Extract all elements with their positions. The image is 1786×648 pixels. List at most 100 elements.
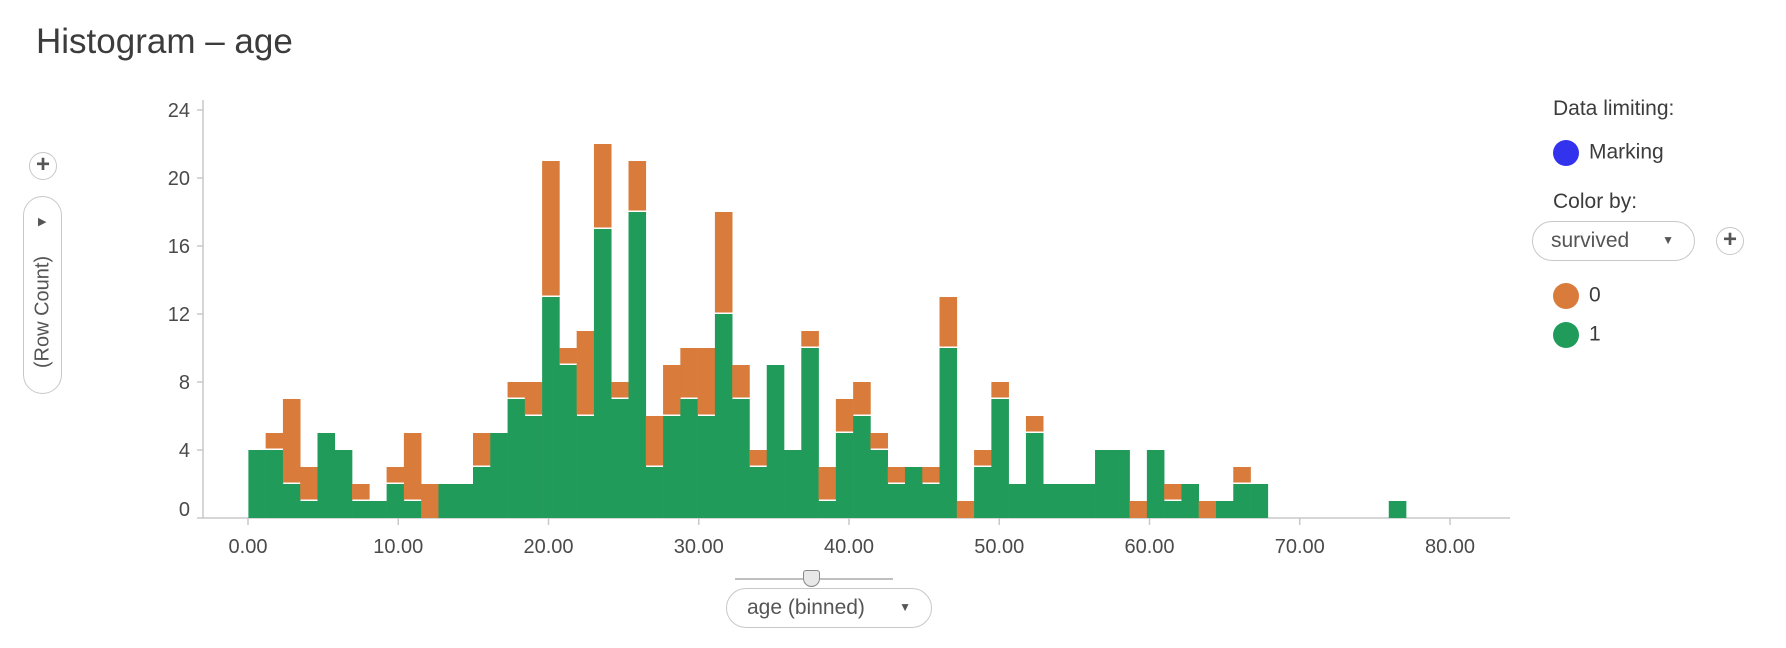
bar-survived-1[interactable] (490, 433, 508, 518)
bar-survived-0[interactable] (887, 467, 906, 483)
bar-survived-0[interactable] (714, 212, 733, 313)
bar-survived-1[interactable] (887, 484, 906, 518)
bar-survived-1[interactable] (870, 450, 888, 518)
bar-survived-0[interactable] (352, 484, 370, 500)
bar-survived-0[interactable] (611, 382, 629, 398)
bar-survived-0[interactable] (956, 501, 975, 518)
legend-item-0[interactable]: 0 (1553, 283, 1601, 309)
bar-survived-1[interactable] (732, 399, 750, 518)
bar-survived-0[interactable] (300, 467, 318, 500)
bar-survived-0[interactable] (835, 399, 854, 432)
bar-survived-0[interactable] (593, 144, 612, 228)
bar-survived-1[interactable] (801, 348, 819, 518)
bar-survived-1[interactable] (1095, 450, 1113, 518)
bar-survived-0[interactable] (818, 467, 837, 500)
bar-survived-1[interactable] (248, 450, 266, 518)
bar-survived-0[interactable] (1129, 501, 1148, 518)
bar-survived-0[interactable] (801, 331, 819, 347)
bar-survived-1[interactable] (300, 501, 318, 518)
bar-survived-1[interactable] (472, 467, 491, 518)
bar-survived-0[interactable] (870, 433, 888, 449)
add-y-axis-button[interactable]: + (29, 152, 57, 180)
bar-survived-1[interactable] (524, 416, 543, 518)
bar-survived-0[interactable] (974, 450, 992, 466)
bar-survived-1[interactable] (1025, 433, 1044, 518)
bar-survived-0[interactable] (922, 467, 940, 483)
bar-survived-0[interactable] (680, 348, 698, 398)
bar-survived-1[interactable] (1164, 501, 1182, 518)
color-by-selector[interactable]: survived ▼ (1532, 221, 1695, 261)
bar-survived-0[interactable] (576, 331, 595, 415)
marking-legend-item[interactable]: Marking (1553, 140, 1664, 166)
bar-survived-0[interactable] (542, 161, 560, 296)
bar-survived-1[interactable] (1112, 450, 1130, 518)
bar-survived-1[interactable] (438, 484, 457, 518)
bar-survived-1[interactable] (766, 365, 785, 518)
bar-survived-1[interactable] (680, 399, 698, 518)
bar-survived-1[interactable] (1181, 484, 1200, 518)
bar-survived-1[interactable] (853, 416, 871, 518)
bar-survived-1[interactable] (1043, 484, 1061, 518)
bar-survived-1[interactable] (334, 450, 353, 518)
bar-survived-1[interactable] (282, 484, 301, 518)
add-color-by-button[interactable]: + (1716, 227, 1744, 255)
bar-survived-1[interactable] (352, 501, 370, 518)
bar-survived-1[interactable] (922, 484, 940, 518)
x-axis-selector[interactable]: age (binned) ▼ (726, 588, 932, 628)
bar-survived-0[interactable] (853, 382, 871, 415)
bar-survived-0[interactable] (1233, 467, 1251, 483)
bar-survived-0[interactable] (939, 297, 958, 347)
bar-survived-1[interactable] (403, 501, 422, 518)
bar-survived-0[interactable] (1198, 501, 1217, 518)
bar-survived-0[interactable] (421, 484, 439, 518)
bar-survived-0[interactable] (559, 348, 577, 364)
bar-survived-0[interactable] (1025, 416, 1044, 432)
bar-survived-1[interactable] (645, 467, 664, 518)
bar-survived-1[interactable] (1077, 484, 1096, 518)
bar-survived-1[interactable] (317, 433, 336, 518)
bar-survived-0[interactable] (991, 382, 1009, 398)
legend-item-1[interactable]: 1 (1553, 322, 1601, 348)
bin-slider-handle[interactable] (803, 570, 820, 587)
bar-survived-1[interactable] (386, 484, 405, 518)
bar-survived-1[interactable] (1250, 484, 1269, 518)
bar-survived-0[interactable] (697, 348, 716, 415)
bar-survived-1[interactable] (507, 399, 526, 518)
bar-survived-1[interactable] (1215, 501, 1234, 518)
bar-survived-0[interactable] (645, 416, 664, 466)
bar-survived-0[interactable] (732, 365, 750, 398)
bar-survived-1[interactable] (818, 501, 837, 518)
bar-survived-1[interactable] (542, 297, 560, 518)
bar-survived-0[interactable] (1164, 484, 1182, 500)
bar-survived-0[interactable] (472, 433, 491, 466)
bar-survived-1[interactable] (1008, 484, 1027, 518)
bar-survived-1[interactable] (1146, 450, 1165, 518)
bar-survived-0[interactable] (749, 450, 768, 466)
bar-survived-1[interactable] (939, 348, 958, 518)
bar-survived-1[interactable] (749, 467, 768, 518)
bar-survived-1[interactable] (1233, 484, 1251, 518)
bar-survived-0[interactable] (628, 161, 647, 211)
bar-survived-1[interactable] (559, 365, 577, 518)
bar-survived-0[interactable] (507, 382, 526, 398)
bar-survived-1[interactable] (1388, 501, 1407, 518)
bar-survived-0[interactable] (403, 433, 422, 500)
y-axis-selector[interactable]: ▶ (Row Count) (23, 196, 62, 394)
bar-survived-1[interactable] (991, 399, 1009, 518)
bar-survived-1[interactable] (455, 484, 474, 518)
bar-survived-1[interactable] (714, 314, 733, 518)
bar-survived-1[interactable] (784, 450, 802, 518)
bar-survived-0[interactable] (265, 433, 284, 449)
bar-survived-1[interactable] (593, 229, 612, 518)
bar-survived-1[interactable] (663, 416, 681, 518)
bar-survived-0[interactable] (386, 467, 405, 483)
bar-survived-0[interactable] (524, 382, 543, 415)
bar-survived-1[interactable] (369, 501, 387, 518)
bar-survived-1[interactable] (697, 416, 716, 518)
bar-survived-1[interactable] (904, 467, 923, 518)
bar-survived-1[interactable] (628, 212, 647, 518)
bar-survived-1[interactable] (265, 450, 284, 518)
bar-survived-1[interactable] (611, 399, 629, 518)
bar-survived-1[interactable] (576, 416, 595, 518)
